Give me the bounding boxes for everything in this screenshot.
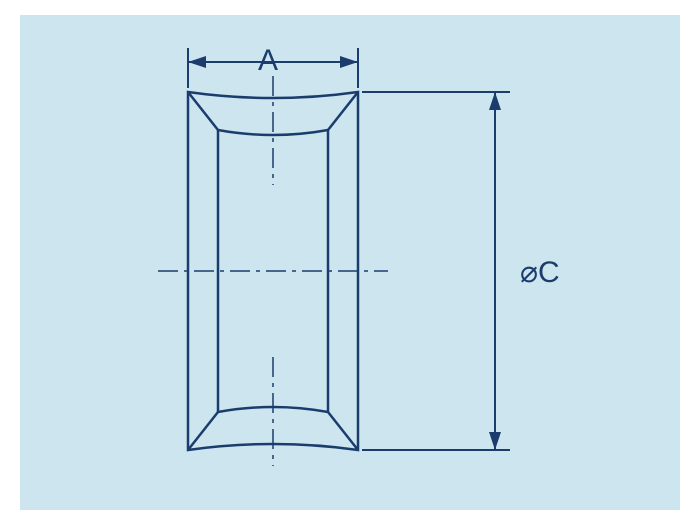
dimension-a-label: A bbox=[258, 44, 278, 78]
drawing-canvas: A ⌀C bbox=[0, 0, 700, 525]
diagram-svg bbox=[0, 0, 700, 525]
dimension-c-label: ⌀C bbox=[520, 255, 560, 290]
